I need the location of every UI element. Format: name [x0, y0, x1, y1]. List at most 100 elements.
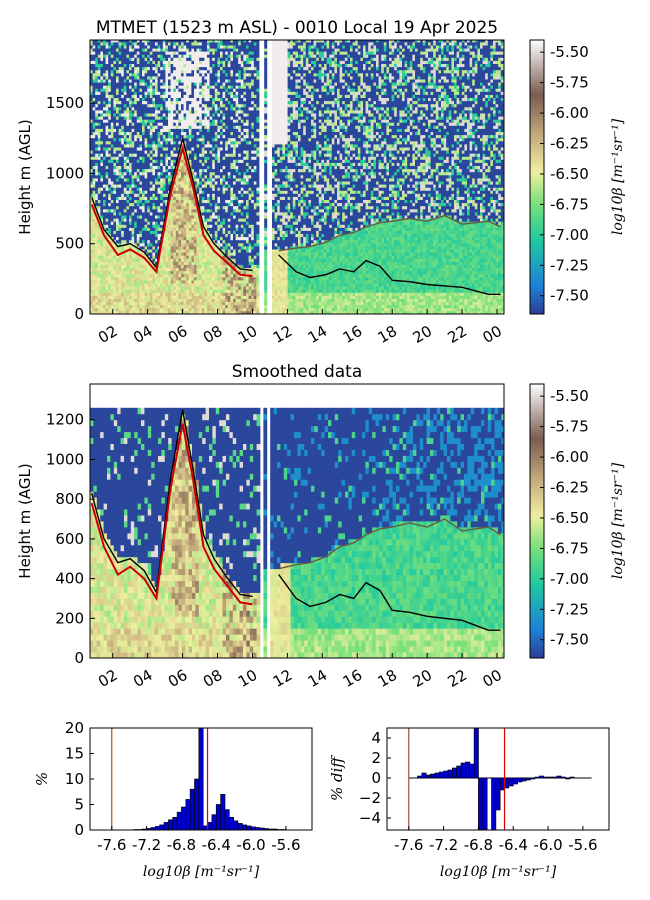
- heatmap-cell: [204, 119, 208, 123]
- heatmap-cell: [204, 301, 208, 306]
- heatmap-cell: [191, 144, 195, 148]
- heatmap-cell: [168, 54, 171, 58]
- heatmap-cell: [222, 202, 226, 207]
- heatmap-cell: [121, 57, 125, 61]
- heatmap-cell: [170, 150, 174, 154]
- heatmap-cell: [188, 233, 192, 238]
- heatmap-cell: [149, 301, 153, 306]
- heatmap-cell: [157, 264, 161, 268]
- heatmap-cell: [199, 76, 203, 80]
- heatmap-cell: [116, 40, 119, 43]
- heatmap-cell: [103, 187, 106, 191]
- heatmap-cell: [105, 103, 109, 108]
- heatmap-cell: [123, 51, 127, 55]
- heatmap-cell: [181, 168, 184, 173]
- heatmap-cell: [136, 249, 140, 253]
- heatmap-cell: [118, 236, 122, 241]
- heatmap-cell: [121, 113, 125, 117]
- heatmap-cell: [147, 119, 151, 123]
- heatmap-cell: [105, 159, 109, 163]
- heatmap-cell: [201, 97, 205, 102]
- heatmap-cell: [92, 307, 96, 312]
- heatmap-cell: [201, 42, 205, 46]
- heatmap-cell: [183, 246, 187, 250]
- heatmap-cell: [233, 103, 236, 108]
- heatmap-cell: [196, 264, 200, 268]
- heatmap-cell: [207, 156, 210, 160]
- heatmap-cell: [95, 116, 99, 120]
- heatmap-cell: [227, 190, 231, 194]
- heatmap-cell: [139, 264, 143, 268]
- heatmap-cell: [97, 273, 101, 278]
- heatmap-cell: [110, 103, 114, 108]
- heatmap-cell: [155, 94, 158, 98]
- heatmap-cell: [118, 51, 122, 55]
- heatmap-cell: [134, 227, 138, 231]
- heatmap-cell: [204, 298, 208, 302]
- heatmap-cell: [181, 227, 184, 231]
- heatmap-cell: [220, 94, 223, 98]
- heatmap-cell: [90, 236, 93, 241]
- heatmap-cell: [233, 307, 236, 312]
- heatmap-cell: [162, 48, 166, 52]
- heatmap-cell: [207, 165, 210, 170]
- heatmap-cell: [188, 54, 192, 58]
- heatmap-cell: [207, 69, 210, 74]
- heatmap-cell: [100, 54, 104, 58]
- heatmap-cell: [186, 54, 190, 58]
- heatmap-cell: [121, 54, 125, 58]
- heatmap-cell: [144, 242, 148, 247]
- heatmap-cell: [157, 153, 161, 157]
- heatmap-cell: [194, 171, 197, 176]
- heatmap-cell: [136, 60, 140, 64]
- heatmap-cell: [230, 190, 234, 194]
- heatmap-cell: [136, 100, 140, 105]
- heatmap-cell: [139, 184, 143, 188]
- heatmap-cell: [207, 301, 210, 306]
- heatmap-cell: [103, 190, 106, 194]
- heatmap-cell: [181, 57, 184, 61]
- heatmap-cell: [170, 246, 174, 250]
- heatmap-cell: [173, 88, 177, 92]
- heatmap-cell: [217, 150, 221, 154]
- heatmap-cell: [209, 295, 213, 299]
- heatmap-cell: [147, 174, 151, 179]
- heatmap-cell: [225, 122, 229, 126]
- heatmap-cell: [162, 205, 166, 210]
- heatmap-cell: [160, 273, 164, 278]
- heatmap-cell: [147, 202, 151, 207]
- heatmap-cell: [168, 280, 171, 284]
- heatmap-cell: [191, 174, 195, 179]
- heatmap-cell: [207, 196, 210, 200]
- heatmap-cell: [209, 289, 213, 293]
- heatmap-cell: [186, 187, 190, 191]
- heatmap-cell: [126, 131, 130, 136]
- heatmap-cell: [173, 267, 177, 272]
- heatmap-cell: [209, 286, 213, 290]
- heatmap-cell: [225, 270, 229, 275]
- heatmap-cell: [147, 97, 151, 102]
- heatmap-cell: [134, 239, 138, 244]
- heatmap-cell: [178, 292, 182, 296]
- heatmap-cell: [227, 218, 231, 222]
- heatmap-cell: [139, 304, 143, 309]
- heatmap-cell: [118, 280, 122, 284]
- heatmap-cell: [97, 79, 101, 83]
- heatmap-cell: [181, 100, 184, 105]
- heatmap-cell: [181, 51, 184, 55]
- heatmap-cell: [113, 97, 117, 102]
- heatmap-cell: [183, 42, 187, 46]
- heatmap-cell: [191, 307, 195, 312]
- heatmap-cell: [123, 283, 127, 287]
- heatmap-cell: [220, 165, 223, 170]
- heatmap-cell: [186, 273, 190, 278]
- heatmap-cell: [201, 159, 205, 163]
- heatmap-cell: [204, 242, 208, 247]
- heatmap-cell: [136, 69, 140, 74]
- heatmap-cell: [95, 153, 99, 157]
- heatmap-cell: [162, 310, 166, 314]
- heatmap-cell: [149, 233, 153, 238]
- heatmap-cell: [136, 276, 140, 281]
- heatmap-cell: [113, 125, 117, 129]
- heatmap-cell: [149, 88, 153, 92]
